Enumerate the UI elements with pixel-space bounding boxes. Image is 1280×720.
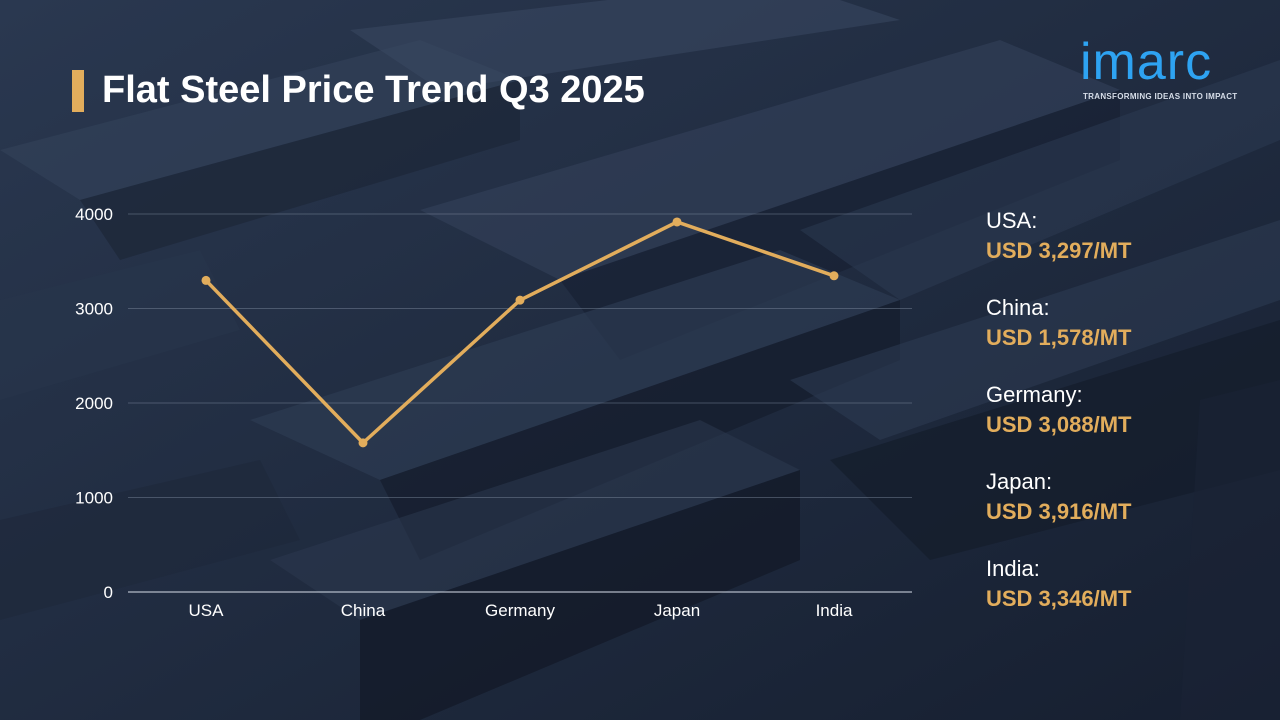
legend-country: USA:: [986, 208, 1038, 233]
x-tick-label: China: [341, 601, 386, 620]
y-tick-label: 0: [104, 583, 113, 602]
legend-item-japan: Japan: USD 3,916/MT: [986, 467, 1266, 554]
price-line-chart: 0 1000 2000 3000 4000 USA China Germany Japan In…: [75, 205, 912, 620]
imarc-logo: imarc TRANSFORMING IDEAS INTO IMPACT: [1080, 32, 1250, 104]
price-legend: USA: USD 3,297/MT China: USD 1,578/MT Ge…: [986, 206, 1266, 641]
legend-item-germany: Germany: USD 3,088/MT: [986, 380, 1266, 467]
x-tick-label: India: [816, 601, 853, 620]
legend-country: India:: [986, 556, 1040, 581]
y-tick-label: 2000: [75, 394, 113, 413]
logo-tagline: TRANSFORMING IDEAS INTO IMPACT: [1083, 92, 1238, 101]
title-accent-bar: [72, 70, 84, 112]
legend-item-china: China: USD 1,578/MT: [986, 293, 1266, 380]
legend-item-india: India: USD 3,346/MT: [986, 554, 1266, 641]
legend-value: USD 3,916/MT: [986, 499, 1132, 524]
y-tick-label: 4000: [75, 205, 113, 224]
y-tick-label: 3000: [75, 300, 113, 319]
series-line: [204, 220, 836, 445]
data-point: [672, 217, 682, 227]
data-point: [201, 275, 211, 285]
legend-value: USD 1,578/MT: [986, 325, 1132, 350]
data-point: [829, 271, 839, 281]
legend-country: China:: [986, 295, 1050, 320]
legend-item-usa: USA: USD 3,297/MT: [986, 206, 1266, 293]
x-tick-label: Germany: [485, 601, 555, 620]
logo-wordmark: imarc: [1080, 33, 1213, 91]
x-tick-label: USA: [189, 601, 225, 620]
legend-value: USD 3,346/MT: [986, 586, 1132, 611]
data-point: [358, 438, 368, 448]
page-title: Flat Steel Price Trend Q3 2025: [102, 69, 645, 111]
x-tick-label: Japan: [654, 601, 700, 620]
data-point: [515, 295, 525, 305]
legend-value: USD 3,088/MT: [986, 412, 1132, 437]
legend-country: Japan:: [986, 469, 1053, 494]
legend-country: Germany:: [986, 382, 1083, 407]
y-tick-label: 1000: [75, 489, 113, 508]
legend-value: USD 3,297/MT: [986, 238, 1132, 263]
